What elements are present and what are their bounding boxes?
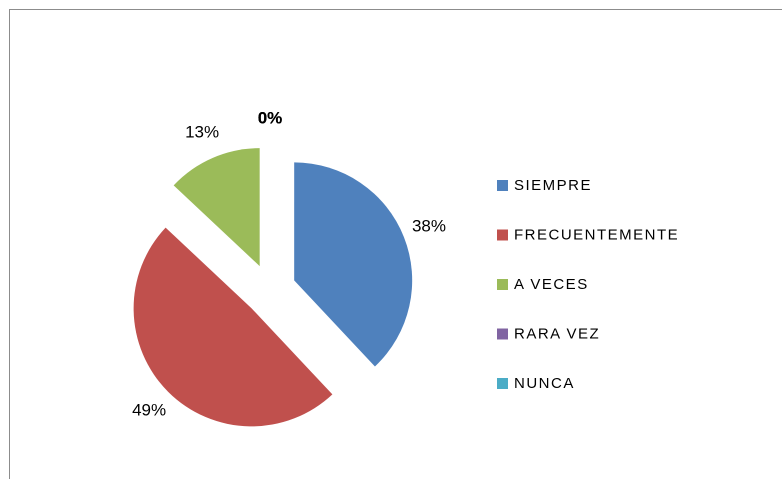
data-label: 49% — [132, 400, 166, 419]
pie-slice — [173, 148, 260, 267]
data-label: 13% — [185, 123, 219, 142]
legend-label: SIEMPRE — [514, 177, 592, 194]
data-label: 0% — [258, 108, 283, 127]
data-label: 38% — [412, 217, 446, 236]
legend-label: NUNCA — [514, 375, 575, 392]
legend-swatch — [497, 378, 508, 389]
legend-swatch — [497, 328, 508, 340]
pie-slice — [133, 227, 333, 427]
data-label: 0% — [258, 108, 283, 127]
legend-label: RARA VEZ — [514, 325, 600, 342]
legend-swatch — [497, 180, 508, 191]
pie-slice — [294, 162, 413, 367]
legend-swatch — [497, 229, 508, 241]
legend-swatch — [497, 279, 508, 290]
legend-label: A VECES — [514, 276, 589, 293]
legend-label: FRECUENTEMENTE — [514, 226, 679, 243]
